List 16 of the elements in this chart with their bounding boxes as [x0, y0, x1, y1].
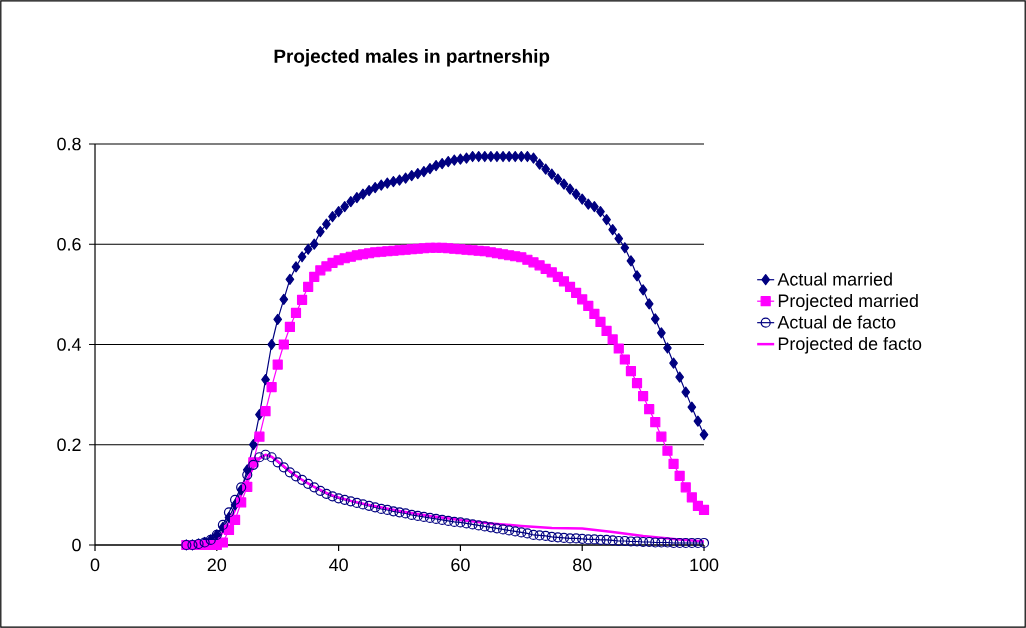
y-tick-label: 0.6: [57, 237, 81, 251]
legend-label: Projected de facto: [778, 336, 922, 354]
x-tick-label: 20: [207, 558, 227, 572]
y-tick-label: 0: [72, 538, 81, 552]
y-tick-label: 0.8: [57, 137, 81, 151]
x-tick-label: 100: [690, 558, 719, 572]
y-tick-label: 0.4: [57, 338, 81, 351]
legend-label: Actual married: [777, 272, 892, 286]
y-tick-label: 0.2: [57, 438, 81, 452]
legend-label: Actual de facto: [777, 315, 896, 329]
x-tick-label: 0: [90, 558, 100, 572]
x-tick-label: 60: [451, 558, 470, 572]
x-tick-label: 40: [329, 558, 348, 572]
chart-title: Projected males in partnership: [274, 48, 550, 67]
x-tick-label: 80: [573, 558, 592, 572]
legend-label: Projected married: [778, 293, 918, 311]
